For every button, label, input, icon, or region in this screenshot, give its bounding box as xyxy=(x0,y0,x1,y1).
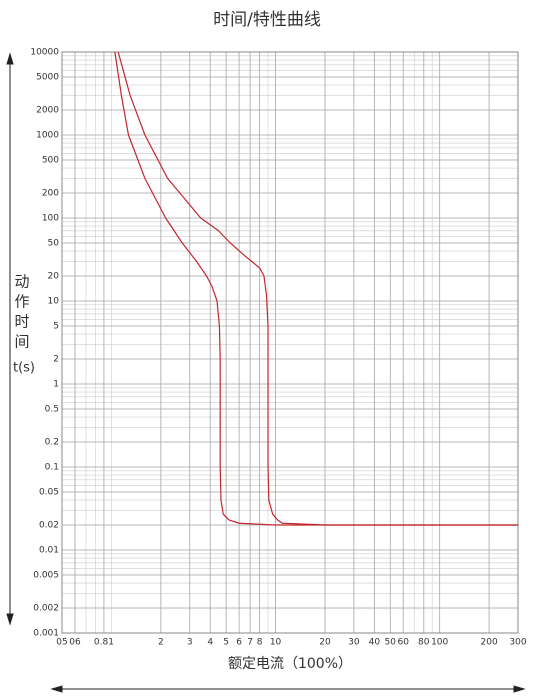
x-tick-label: 0.81 xyxy=(94,638,114,648)
y-tick-label: 500 xyxy=(42,155,59,165)
y-tick-label: 0.02 xyxy=(39,521,59,531)
x-tick-label: 200 xyxy=(481,638,498,648)
y-tick-label: 0.001 xyxy=(33,629,59,639)
plot-frame xyxy=(61,51,519,634)
y-tick-label: 0.2 xyxy=(45,438,59,448)
y-tick-label: 1 xyxy=(53,380,59,390)
curve xyxy=(117,51,518,526)
y-tick-label: 0.05 xyxy=(39,487,59,497)
x-tick-label: 5 xyxy=(223,638,229,648)
x-tick-label: 30 xyxy=(348,638,360,648)
x-tick-label: 100 xyxy=(431,638,448,648)
x-tick-label: 300 xyxy=(509,638,526,648)
x-tick-label: 7 xyxy=(247,638,253,648)
y-tick-label: 0.002 xyxy=(33,604,59,614)
x-tick-label: 05 xyxy=(56,638,67,648)
chart-title: 时间/特性曲线 xyxy=(213,10,321,30)
x-tick-label: 3 xyxy=(187,638,193,648)
curve xyxy=(114,51,518,526)
x-axis-label: 额定电流（100%） xyxy=(228,656,352,672)
y-axis-label: 时 xyxy=(14,313,29,331)
x-tick-label: 06 xyxy=(69,638,81,648)
y-tick-label: 10000 xyxy=(30,48,59,58)
x-tick-label: 80 xyxy=(418,638,430,648)
x-tick-label: 2 xyxy=(158,638,164,648)
y-axis-label: 作 xyxy=(14,293,29,311)
x-tick-label: 50 xyxy=(385,638,397,648)
x-tick-label: 20 xyxy=(319,638,331,648)
y-axis-unit: t(s) xyxy=(13,361,35,376)
y-tick-label: 5 xyxy=(53,321,59,331)
x-tick-label: 6 xyxy=(236,638,242,648)
y-tick-label: 0.005 xyxy=(33,570,59,580)
y-tick-label: 2000 xyxy=(36,106,59,116)
arrows xyxy=(6,52,526,693)
y-tick-label: 20 xyxy=(48,272,60,282)
y-tick-label: 0.5 xyxy=(45,404,59,414)
x-tick-label: 10 xyxy=(270,638,282,648)
y-tick-label: 5000 xyxy=(36,72,59,82)
y-tick-label: 0.01 xyxy=(39,546,59,556)
y-tick-label: 100 xyxy=(42,214,59,224)
y-tick-label: 10 xyxy=(48,297,60,307)
x-tick-label: 40 xyxy=(369,638,381,648)
y-axis-label: 动 xyxy=(14,273,29,291)
y-tick-label: 200 xyxy=(42,189,59,199)
x-tick-label: 8 xyxy=(257,638,263,648)
y-tick-label: 0.1 xyxy=(45,463,59,473)
y-tick-label: 50 xyxy=(48,238,60,248)
y-tick-label: 2 xyxy=(53,355,59,365)
x-tick-label: 60 xyxy=(398,638,410,648)
y-tick-label: 1000 xyxy=(36,131,59,141)
x-tick-label: 4 xyxy=(207,638,213,648)
y-axis-label: 间 xyxy=(14,333,29,351)
